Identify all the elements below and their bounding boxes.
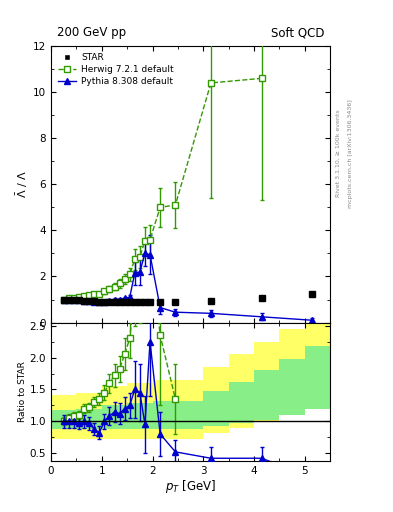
Text: 200 GeV pp: 200 GeV pp (57, 26, 126, 39)
Text: Soft QCD: Soft QCD (271, 26, 325, 39)
Legend: STAR, Herwig 7.2.1 default, Pythia 8.308 default: STAR, Herwig 7.2.1 default, Pythia 8.308… (55, 51, 176, 89)
Text: Rivet 3.1.10, ≥ 100k events: Rivet 3.1.10, ≥ 100k events (336, 110, 341, 198)
Text: mcplots.cern.ch [arXiv:1306.3436]: mcplots.cern.ch [arXiv:1306.3436] (348, 99, 353, 208)
Y-axis label: Ratio to STAR: Ratio to STAR (18, 361, 27, 422)
Y-axis label: $\bar{\Lambda}$ / $\Lambda$: $\bar{\Lambda}$ / $\Lambda$ (15, 170, 30, 198)
X-axis label: $p_T$ [GeV]: $p_T$ [GeV] (165, 478, 216, 496)
